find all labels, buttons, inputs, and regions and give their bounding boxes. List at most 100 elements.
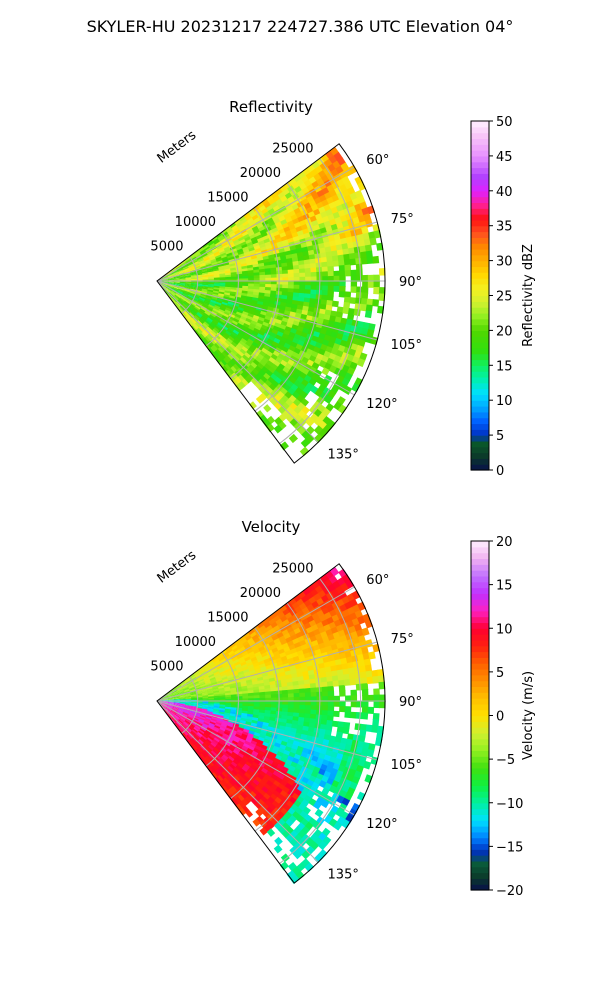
- field-cell: [211, 764, 219, 772]
- field-cell: [198, 309, 205, 315]
- field-cell: [369, 237, 377, 246]
- field-cell: [310, 276, 318, 282]
- field-cell: [285, 339, 293, 347]
- field-cell: [211, 716, 218, 721]
- field-cell: [250, 236, 258, 243]
- field-cell: [288, 697, 295, 702]
- field-cell: [332, 260, 340, 267]
- field-cell: [247, 687, 254, 692]
- field-cell: [203, 255, 210, 261]
- field-cell: [204, 763, 211, 770]
- field-cell: [346, 313, 355, 321]
- field-cell: [304, 293, 311, 299]
- field-cell: [299, 700, 306, 706]
- field-cell: [187, 741, 193, 748]
- field-cell: [185, 702, 192, 705]
- field-cell: [243, 251, 251, 257]
- field-cell: [219, 697, 226, 700]
- field-cell: [220, 305, 227, 310]
- field-cell: [201, 304, 209, 310]
- field-cell: [349, 678, 357, 686]
- field-cell: [264, 688, 272, 693]
- field-cell: [229, 763, 236, 771]
- field-cell: [187, 314, 193, 320]
- field-cell: [165, 708, 171, 714]
- field-cell: [195, 328, 202, 336]
- field-cell: [181, 294, 188, 298]
- field-cell: [253, 272, 261, 276]
- field-cell: [174, 294, 181, 300]
- field-cell: [206, 686, 214, 690]
- field-cell: [169, 712, 175, 718]
- colorbar-swatch: [471, 855, 489, 862]
- field-cell: [233, 735, 241, 742]
- field-cell: [198, 746, 205, 753]
- field-cell: [252, 242, 260, 248]
- field-cell: [303, 717, 311, 724]
- field-cell: [229, 753, 237, 760]
- panel-velocity: 50001000015000200002500060°75°90°105°120…: [150, 518, 536, 899]
- field-cell: [256, 764, 264, 772]
- field-cell: [365, 670, 373, 679]
- field-cell: [304, 267, 312, 274]
- field-cell: [185, 735, 191, 742]
- field-cell: [288, 433, 299, 444]
- field-cell: [241, 346, 249, 353]
- field-cell: [220, 359, 228, 367]
- field-cell: [173, 702, 181, 705]
- field-cell: [231, 700, 238, 704]
- field-cell: [223, 323, 230, 330]
- field-cell: [167, 695, 174, 698]
- field-cell: [190, 690, 197, 694]
- field-cell: [225, 727, 233, 733]
- field-cell: [353, 308, 361, 317]
- field-cell: [307, 669, 316, 676]
- field-cell: [174, 701, 181, 703]
- field-cell: [341, 662, 349, 671]
- field-cell: [237, 306, 245, 312]
- field-cell: [348, 252, 356, 261]
- field-cell: [286, 295, 294, 301]
- field-cell: [219, 748, 226, 755]
- field-cell: [310, 289, 317, 296]
- field-cell: [234, 327, 242, 334]
- field-cell: [363, 760, 372, 770]
- field-cell: [287, 273, 295, 278]
- field-cell: [189, 739, 196, 746]
- field-cell: [326, 261, 334, 268]
- field-cell: [223, 332, 231, 339]
- field-cell: [184, 273, 192, 276]
- field-cell: [181, 714, 188, 718]
- field-cell: [241, 378, 249, 387]
- field-cell: [217, 774, 224, 782]
- range-axis-label: Meters: [155, 548, 200, 587]
- colorbar-swatch: [471, 715, 489, 722]
- field-cell: [231, 656, 239, 663]
- field-cell: [219, 738, 227, 745]
- field-cell: [179, 696, 186, 698]
- field-cell: [217, 322, 224, 328]
- field-cell: [213, 763, 221, 770]
- field-cell: [173, 693, 180, 696]
- field-cell: [185, 696, 192, 698]
- field-cell: [217, 246, 225, 252]
- field-cell: [178, 307, 184, 313]
- field-cell: [319, 304, 327, 311]
- field-cell: [166, 287, 172, 292]
- field-cell: [275, 290, 283, 296]
- field-cell: [281, 269, 289, 275]
- field-cell: [210, 258, 217, 263]
- field-cell: [235, 764, 243, 772]
- field-cell: [329, 660, 337, 668]
- field-cell: [178, 727, 184, 733]
- field-cell: [259, 286, 266, 291]
- field-cell: [176, 686, 183, 691]
- field-cell: [344, 230, 353, 239]
- field-cell: [360, 303, 368, 312]
- field-cell: [179, 298, 185, 303]
- field-cell: [175, 684, 182, 689]
- field-cell: [188, 712, 196, 716]
- field-cell: [191, 698, 198, 701]
- field-cell: [330, 665, 338, 673]
- field-cell: [213, 671, 221, 676]
